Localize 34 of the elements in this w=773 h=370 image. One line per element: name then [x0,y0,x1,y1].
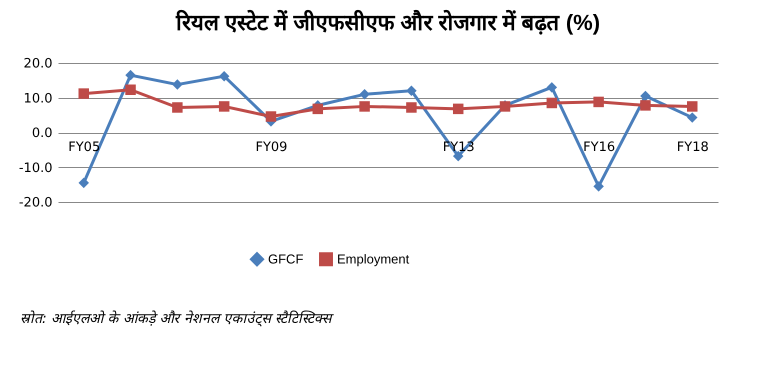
legend-label: Employment [337,251,410,266]
point [546,82,558,93]
point [359,101,370,112]
y-tick-label: 0.0 [32,126,52,141]
y-tick-label: -20.0 [18,196,52,210]
legend-label: GFCF [268,251,304,266]
point [312,104,324,114]
point [687,101,698,112]
y-tick-label: 10.0 [24,91,52,106]
x-tick-label: FY09 [255,140,288,155]
point [687,112,698,123]
chart-title: रियल एस्टेट में जीएफसीएफ और रोजगार में बढ़त (%) [174,9,600,35]
point [218,70,230,82]
point [218,101,230,112]
point [78,178,89,188]
point [593,96,604,108]
point [452,104,464,114]
point [406,86,417,96]
point [640,100,651,111]
point [593,181,604,192]
point [359,89,370,100]
point [78,88,89,99]
point [172,102,183,113]
point [172,79,183,90]
y-tick-label: 20.0 [24,56,52,72]
y-tick-label: -10.0 [18,160,52,176]
point [406,102,417,113]
point [546,98,558,108]
x-tick-label: FY16 [583,140,616,155]
point [125,70,136,80]
x-tick-label: FY18 [676,140,709,155]
point [640,90,651,102]
point [266,111,276,122]
point [125,84,136,95]
